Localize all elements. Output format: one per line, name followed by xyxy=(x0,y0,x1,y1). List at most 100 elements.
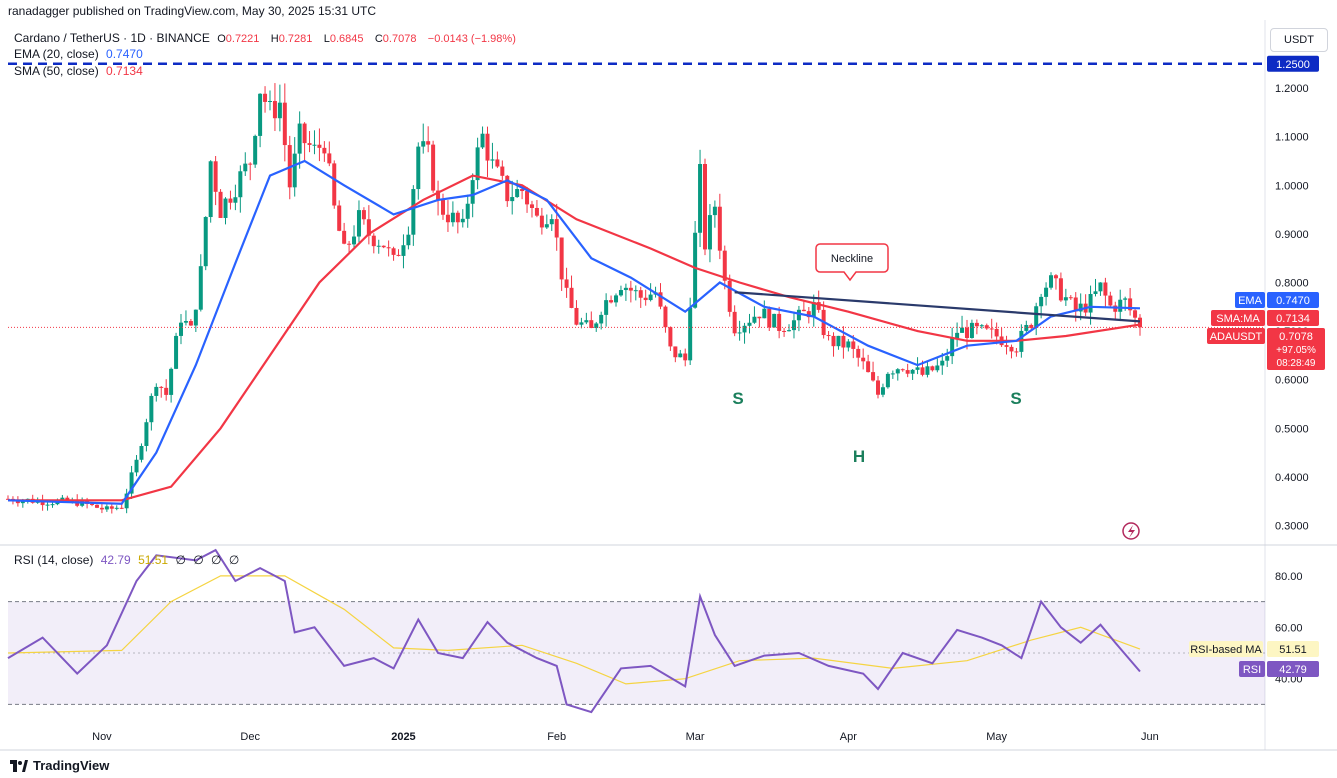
ema-20-line xyxy=(7,159,1141,505)
candle-body xyxy=(436,190,441,200)
candle xyxy=(332,160,337,209)
candle xyxy=(243,152,248,176)
tradingview-logo-icon xyxy=(10,759,28,772)
candle-body xyxy=(327,153,332,164)
candle-body xyxy=(411,189,416,235)
ema-legend[interactable]: EMA (20, close) 0.7470 xyxy=(14,47,147,61)
candle-body xyxy=(94,504,99,508)
candle-body xyxy=(159,386,164,388)
candle xyxy=(282,83,287,162)
time-tick-label: May xyxy=(986,731,1007,743)
low-label: L xyxy=(323,33,330,45)
candle xyxy=(816,290,821,313)
candle xyxy=(544,214,549,229)
candle-body xyxy=(544,224,549,228)
candle-body xyxy=(1044,287,1049,297)
price-tick-label: 0.8000 xyxy=(1275,278,1309,290)
tradingview-brand[interactable]: TradingView xyxy=(10,758,109,773)
candle-body xyxy=(515,189,520,198)
candle xyxy=(1014,347,1019,357)
candle-body xyxy=(203,217,208,267)
candle xyxy=(895,368,900,381)
candle-body xyxy=(164,387,169,395)
candle-body xyxy=(1034,306,1039,328)
candle xyxy=(955,322,960,347)
candle xyxy=(1063,288,1068,306)
rsi-legend[interactable]: RSI (14, close) 42.79 51.51 ∅ ∅ ∅ ∅ xyxy=(14,553,243,567)
candle xyxy=(1024,320,1029,335)
candle-body xyxy=(1118,299,1123,312)
candle xyxy=(801,300,806,312)
candle xyxy=(218,189,223,218)
candle xyxy=(584,312,589,325)
flash-icon[interactable] xyxy=(1122,522,1140,540)
candle-body xyxy=(134,459,139,473)
candlestick-series xyxy=(6,83,1142,514)
candle-body xyxy=(529,204,534,208)
candle xyxy=(712,200,717,228)
candle-body xyxy=(277,102,282,119)
price-tick-label: 0.9000 xyxy=(1275,229,1309,241)
candle xyxy=(6,495,10,500)
candle xyxy=(381,245,386,249)
symbol-title[interactable]: Cardano / TetherUS · 1D · BINANCE xyxy=(14,31,210,45)
candle-body xyxy=(450,212,455,223)
candle-body xyxy=(539,215,544,228)
rsi-band-fill xyxy=(8,601,1265,705)
candle-body xyxy=(15,501,20,504)
candle-body xyxy=(1088,293,1093,313)
candle-body xyxy=(233,197,238,203)
candle-body xyxy=(638,290,643,298)
candle xyxy=(1113,301,1118,320)
candle xyxy=(441,193,446,220)
candle-body xyxy=(579,322,584,325)
candle-body xyxy=(702,164,707,250)
candle-body xyxy=(1053,275,1058,279)
candle xyxy=(905,363,910,378)
candle-body xyxy=(129,472,134,494)
candle-body xyxy=(1049,275,1054,288)
candle xyxy=(263,86,268,113)
time-tick-label: Apr xyxy=(840,731,857,743)
candle-body xyxy=(342,230,347,244)
candle-body xyxy=(1068,297,1073,299)
rsi-label-tag-bg xyxy=(1239,661,1265,677)
candle xyxy=(1049,272,1054,290)
candle-body xyxy=(1103,282,1108,296)
candle-body xyxy=(964,327,969,338)
candle-body xyxy=(40,500,45,506)
currency-scale-button[interactable]: USDT xyxy=(1270,28,1328,52)
candle-body xyxy=(406,234,411,246)
candle xyxy=(742,322,747,344)
candle xyxy=(188,318,193,326)
sma-legend[interactable]: SMA (50, close) 0.7134 xyxy=(14,64,147,78)
candle xyxy=(663,305,668,333)
candle-body xyxy=(628,287,633,291)
candle xyxy=(124,488,129,514)
ema-value-tag: 0.7470 xyxy=(1267,292,1319,308)
candle xyxy=(475,137,480,190)
close-value: 0.7078 xyxy=(382,33,417,45)
candle xyxy=(1053,274,1058,290)
candle xyxy=(772,313,777,328)
candle xyxy=(890,370,895,379)
left-shoulder-label: S xyxy=(732,389,743,408)
candle xyxy=(885,372,890,389)
sma-legend-label: SMA (50, close) xyxy=(14,64,99,78)
candle xyxy=(159,386,164,398)
candle-body xyxy=(90,503,95,505)
pattern-annotations: Neckline S H S xyxy=(732,243,1140,540)
candle-body xyxy=(816,302,821,310)
candle xyxy=(258,93,263,148)
candle-body xyxy=(495,159,500,167)
candle-body xyxy=(747,322,752,326)
candle xyxy=(900,368,905,372)
candle xyxy=(787,324,792,332)
candle xyxy=(534,200,539,218)
rsi-na-1: ∅ xyxy=(175,553,186,567)
candle xyxy=(431,140,436,193)
candle-body xyxy=(861,357,866,362)
ema-label-tag-bg xyxy=(1235,292,1265,308)
rsi-value-tag-text: 42.79 xyxy=(1279,664,1307,676)
